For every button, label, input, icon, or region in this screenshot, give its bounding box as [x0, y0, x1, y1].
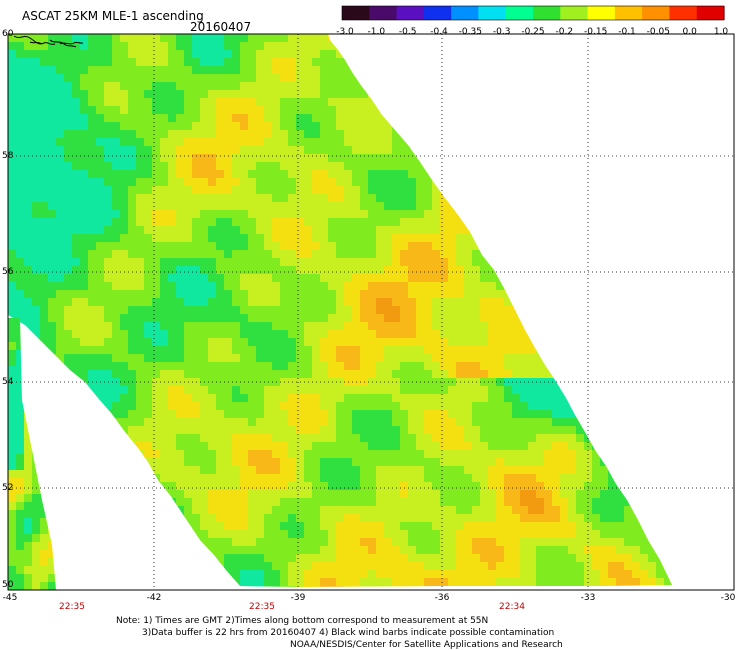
colorbar-segment — [669, 6, 698, 20]
colorbar-label: -0.5 — [398, 27, 417, 37]
note-line-1: Note: 1) Times are GMT 2)Times along bot… — [116, 616, 489, 626]
map-frame — [7, 33, 735, 591]
colorbar-segment — [614, 6, 643, 20]
time-label-1: 22:35 — [59, 602, 85, 612]
colorbar-label: -1.0 — [367, 27, 386, 37]
colorbar-label: 0.0 — [682, 27, 697, 37]
colorbar — [341, 5, 725, 21]
colorbar-label: -0.3 — [492, 27, 511, 37]
lat-label-58: 58 — [2, 151, 14, 161]
colorbar-label: -0.05 — [646, 27, 670, 37]
lat-label-60: 60 — [2, 29, 14, 39]
lat-lon-grid — [8, 34, 734, 590]
colorbar-frame — [341, 5, 725, 21]
main-swath — [8, 34, 672, 587]
colorbar-label: 1.0 — [713, 27, 729, 37]
colorbar-segment — [587, 6, 616, 20]
colorbar-label: -3.0 — [336, 27, 354, 37]
colorbar-label: -0.4 — [430, 27, 448, 37]
wind-field — [8, 34, 672, 590]
colorbar-segment — [451, 6, 480, 20]
note-line-2: 3)Data buffer is 22 hrs from 20160407 4)… — [142, 628, 555, 638]
time-label-3: 22:34 — [499, 602, 525, 612]
colorbar-segment — [423, 6, 452, 20]
coastline — [13, 35, 84, 48]
time-label-2: 22:35 — [249, 602, 275, 612]
lat-label-52: 52 — [2, 483, 14, 493]
colorbar-label: -0.15 — [584, 27, 608, 37]
colorbar-segment — [505, 6, 534, 20]
colorbar-label: -0.2 — [555, 27, 574, 37]
colorbar-segment — [533, 6, 561, 20]
colorbar-label: -0.1 — [618, 27, 636, 37]
colorbar-segment — [696, 6, 725, 20]
lon-label-33: -33 — [580, 593, 596, 603]
product-date: 20160407 — [190, 20, 252, 34]
lat-label-54: 54 — [2, 377, 14, 387]
note-line-3: NOAA/NESDIS/Center for Satellite Applica… — [290, 640, 563, 650]
product-title: ASCAT 25KM MLE-1 ascending — [22, 9, 204, 23]
lon-label-30: -30 — [720, 593, 736, 603]
lat-label-50: 50 — [2, 580, 14, 590]
colorbar-segment — [478, 6, 507, 20]
colorbar-segment — [560, 6, 589, 20]
colorbar-segment — [342, 6, 370, 20]
lat-label-56: 56 — [2, 267, 14, 277]
colorbar-segment — [369, 6, 398, 20]
colorbar-label: -0.35 — [458, 27, 482, 37]
colorbar-label: -0.25 — [521, 27, 545, 37]
lon-label-42: -42 — [146, 593, 162, 603]
lon-label-39: -39 — [290, 593, 306, 603]
lon-label-36: -36 — [434, 593, 450, 603]
colorbar-segment — [642, 6, 671, 20]
left-swath — [8, 318, 56, 590]
colorbar-segment — [396, 6, 425, 20]
lon-label-45: -45 — [2, 593, 18, 603]
